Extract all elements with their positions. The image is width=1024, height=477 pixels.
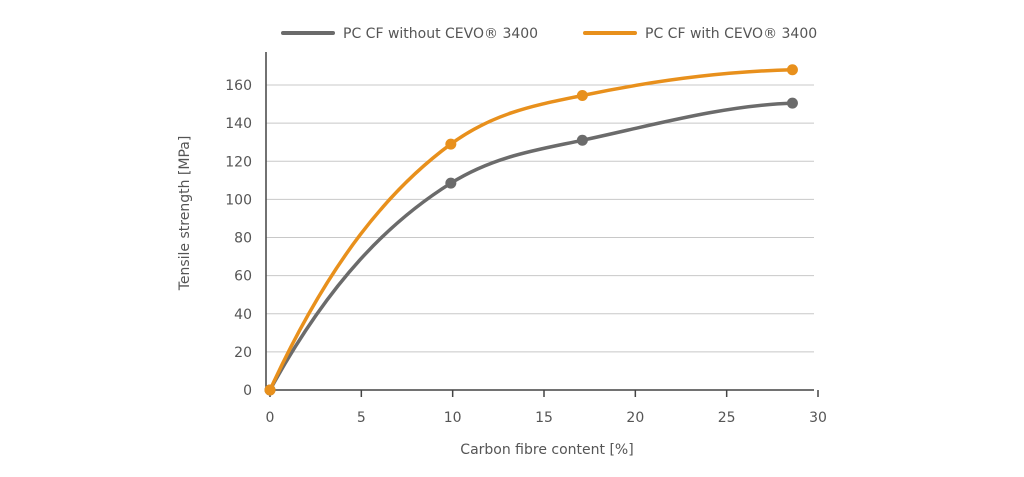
y-tick-label-0: 0 bbox=[243, 383, 252, 399]
y-tick-label-160: 160 bbox=[225, 78, 252, 94]
grid-lines bbox=[266, 84, 814, 353]
y-axis-title: Tensile strength [MPa] bbox=[177, 136, 193, 292]
x-tick-label-30: 30 bbox=[809, 410, 827, 426]
series-line-0 bbox=[268, 101, 795, 392]
y-tick-label-60: 60 bbox=[234, 269, 252, 285]
data-point-s1-1 bbox=[445, 138, 457, 150]
legend-label-0: PC CF without CEVO® 3400 bbox=[343, 26, 538, 42]
x-tick-label-15: 15 bbox=[535, 410, 553, 426]
y-tick-label-140: 140 bbox=[225, 116, 252, 132]
y-tick-label-120: 120 bbox=[225, 154, 252, 170]
x-tick-label-0: 0 bbox=[266, 410, 275, 426]
data-point-s0-2 bbox=[576, 134, 588, 146]
data-point-s1-3 bbox=[786, 64, 798, 76]
legend: PC CF without CEVO® 3400 PC CF with CEVO®… bbox=[281, 26, 817, 42]
series-layer bbox=[264, 64, 798, 396]
axes: 0 20 40 60 80 100 120 140 160 0 5 10 15 20 25 30 bbox=[225, 52, 827, 426]
x-tick-label-5: 5 bbox=[357, 410, 366, 426]
y-tick-label-100: 100 bbox=[225, 192, 252, 208]
data-point-s0-3 bbox=[786, 97, 798, 109]
y-tick-label-40: 40 bbox=[234, 307, 252, 323]
data-point-s1-2 bbox=[576, 89, 588, 101]
y-tick-label-20: 20 bbox=[234, 345, 252, 361]
y-tick-label-80: 80 bbox=[234, 231, 252, 247]
data-point-s0-1 bbox=[445, 177, 457, 189]
legend-label-1: PC CF with CEVO® 3400 bbox=[645, 26, 817, 42]
x-tick-label-25: 25 bbox=[718, 410, 736, 426]
x-axis-title: Carbon fibre content [%] bbox=[460, 442, 633, 458]
x-tick-label-20: 20 bbox=[626, 410, 644, 426]
series-line-1 bbox=[268, 68, 795, 392]
data-point-s1-0 bbox=[264, 384, 276, 396]
x-tick-label-10: 10 bbox=[444, 410, 462, 426]
